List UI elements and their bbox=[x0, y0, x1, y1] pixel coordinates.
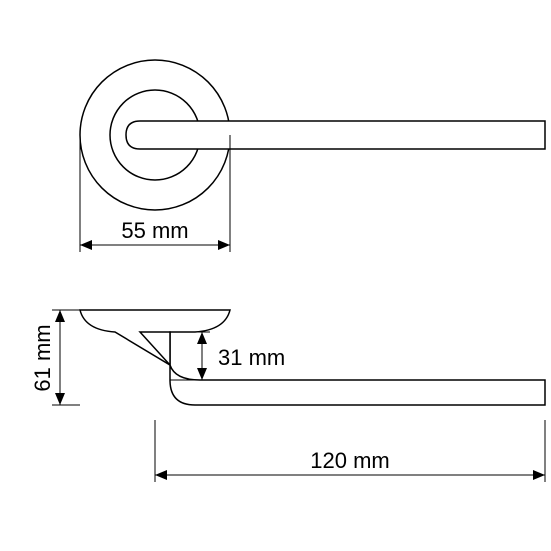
dim-total-height: 61 mm bbox=[30, 310, 80, 405]
dim-label-120: 120 mm bbox=[310, 448, 389, 473]
dim-lever-length: 120 mm bbox=[155, 420, 545, 482]
top-view bbox=[80, 60, 545, 210]
dim-label-31: 31 mm bbox=[218, 345, 285, 370]
side-view bbox=[80, 310, 545, 405]
lever-top bbox=[126, 121, 545, 149]
dim-label-55: 55 mm bbox=[121, 218, 188, 243]
dim-label-61: 61 mm bbox=[30, 324, 55, 391]
technical-drawing: 55 mm 61 mm 31 mm 120 mm bbox=[0, 0, 551, 551]
dim-rose-diameter: 55 mm bbox=[80, 135, 230, 252]
dim-neck-height: 31 mm bbox=[170, 332, 285, 380]
